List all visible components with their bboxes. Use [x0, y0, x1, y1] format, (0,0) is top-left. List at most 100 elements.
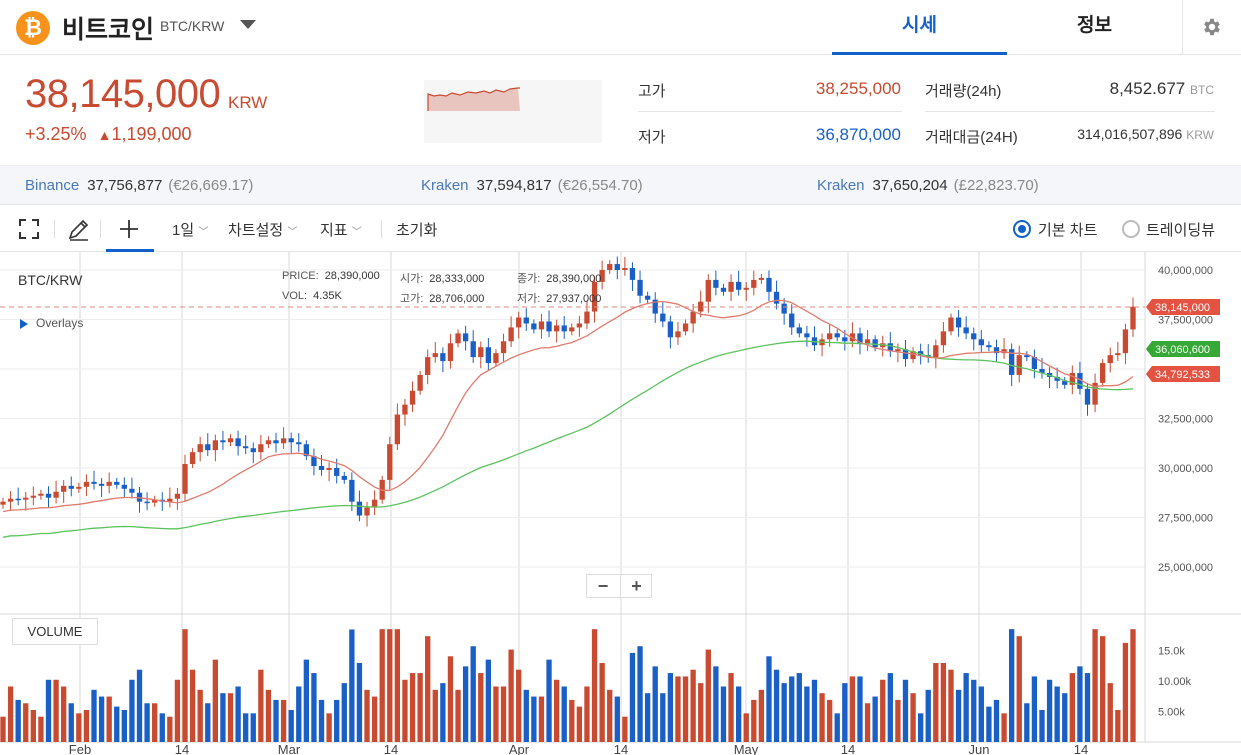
price-tag — [1146, 299, 1220, 315]
volume-bar — [607, 689, 613, 742]
candle-body — [493, 353, 499, 364]
candle-body — [698, 301, 704, 312]
candle-body — [955, 317, 962, 328]
volume-bar — [1031, 676, 1038, 742]
legend-price-value: 28,390,000 — [324, 270, 380, 282]
candle-body — [599, 270, 605, 282]
candle-body — [902, 349, 909, 360]
candle-body — [167, 498, 173, 502]
volume-bar — [1084, 673, 1091, 742]
candle-body — [409, 390, 416, 405]
volume-bar — [53, 679, 59, 742]
candle-body — [280, 438, 287, 444]
x-axis-tick-label: May — [734, 742, 759, 755]
chart-settings-dropdown[interactable]: 차트설정 ﹀ — [228, 219, 297, 240]
candle-body — [933, 345, 939, 358]
tab-market[interactable]: 시세 — [832, 0, 1007, 55]
basic-chart-label[interactable]: 기본 차트 — [1038, 222, 1098, 239]
candle-body — [978, 339, 984, 346]
tradingview-radio[interactable] — [1122, 220, 1140, 238]
volume-bar — [470, 646, 476, 742]
change-percent: +3.25% — [25, 124, 87, 144]
volume-bar — [872, 696, 878, 742]
candlestick-chart[interactable]: 40,000,000 37,500,000 32,500,000 30,000,000… — [0, 252, 1241, 755]
tab-info[interactable]: 정보 — [1077, 15, 1112, 36]
legend-open-label: 시가: — [400, 273, 424, 285]
volume-bar — [751, 699, 757, 742]
candle-body — [667, 321, 674, 338]
x-axis-tick-label: Apr — [509, 742, 530, 755]
y-axis-tick-label: 32,500,000 — [1158, 414, 1213, 426]
volume-bar — [895, 699, 901, 742]
volume-bar — [326, 713, 332, 742]
candle-body — [629, 268, 636, 280]
volume-bar — [614, 696, 620, 742]
volume-bar — [917, 713, 924, 742]
volume-bar — [159, 713, 165, 742]
sparkline-chart — [424, 80, 602, 143]
reset-button[interactable]: 초기화 — [396, 222, 438, 239]
indicator-label: 지표 — [320, 222, 348, 239]
volume-bar — [667, 673, 674, 742]
volume-bar — [993, 699, 1000, 742]
overlays-toggle[interactable]: Overlays — [20, 316, 83, 330]
fullscreen-button[interactable] — [14, 214, 44, 244]
crosshair-button[interactable] — [114, 214, 144, 244]
candle-body — [174, 493, 181, 499]
indicator-dropdown[interactable]: 지표 ﹀ — [320, 219, 362, 240]
triangle-right-icon — [20, 318, 28, 329]
candle-body — [1031, 357, 1038, 369]
volume-axis-tick-label: 5.00k — [1158, 707, 1185, 719]
volume-bar — [0, 716, 6, 742]
candle-body — [652, 299, 658, 314]
candle-body — [265, 440, 272, 445]
chevron-down-icon: ﹀ — [198, 227, 209, 238]
high-value: 38,255,000 — [815, 79, 901, 98]
volume-bar — [561, 686, 567, 742]
candle-body — [690, 311, 696, 324]
volume-bar — [1009, 629, 1015, 742]
turnover-label: 거래대금(24H) — [925, 129, 1018, 146]
volume-bar — [880, 679, 886, 742]
candle-body — [129, 488, 135, 493]
exchange-item[interactable]: Kraken 37,650,204 (£22,823.70) — [817, 177, 1039, 194]
volume-bar — [182, 629, 188, 742]
candle-body — [705, 279, 711, 302]
candle-body — [1069, 372, 1075, 385]
exchange-item[interactable]: Binance 37,756,877 (€26,669.17) — [25, 177, 253, 194]
candle-body — [447, 343, 454, 362]
volume-bar — [1062, 693, 1068, 742]
exchange-item[interactable]: Kraken 37,594,817 (€26,554.70) — [421, 177, 643, 194]
draw-button[interactable] — [64, 214, 94, 244]
period-dropdown[interactable]: 1일 ﹀ — [172, 219, 208, 240]
price-chart[interactable]: 40,000,000 37,500,000 32,500,000 30,000,000… — [0, 252, 1241, 755]
volume-bar — [576, 706, 583, 742]
volume-bar — [205, 703, 211, 742]
candle-body — [584, 311, 590, 324]
volume-bar — [971, 679, 977, 742]
candle-body — [356, 501, 363, 516]
turnover-number: 314,016,507,896 — [1077, 126, 1183, 142]
tradingview-label[interactable]: 트레이딩뷰 — [1146, 222, 1216, 239]
zoom-out-button[interactable]: − — [597, 576, 609, 596]
volume-bar — [220, 693, 226, 742]
settings-button[interactable] — [1182, 0, 1241, 55]
volume-axis-tick-label: 15.0k — [1158, 646, 1185, 658]
volume-bar — [796, 673, 802, 742]
volume-bar — [955, 689, 962, 742]
volume-bar — [121, 709, 127, 742]
volume-bar — [318, 699, 325, 742]
x-axis-tick-label: Jun — [969, 742, 990, 755]
high-label: 고가 — [638, 83, 666, 100]
candle-body — [311, 456, 317, 467]
coin-select-dropdown-icon[interactable] — [240, 20, 256, 29]
candle-body — [758, 277, 765, 280]
legend-close-value: 28,390,000 — [546, 273, 602, 285]
divider — [381, 220, 382, 238]
volume-bar — [114, 706, 120, 742]
basic-chart-radio[interactable] — [1013, 220, 1031, 238]
chart-symbol: BTC/KRW — [18, 272, 83, 288]
volume-bar — [546, 659, 552, 742]
x-axis-tick-label: 14 — [384, 742, 398, 755]
zoom-in-button[interactable]: + — [620, 575, 652, 597]
